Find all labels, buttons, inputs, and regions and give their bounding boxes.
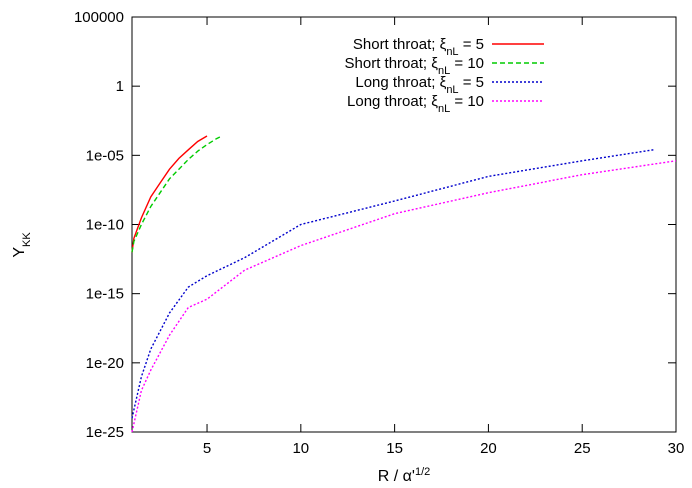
series-line-3 (131, 149, 654, 419)
y-axis-label-sub: KK (21, 232, 33, 247)
y-axis-label: YKK (11, 232, 33, 258)
x-tick-label: 25 (574, 440, 591, 457)
y-axis-label-main: Y (11, 247, 28, 258)
legend-label-sub: nL (438, 65, 450, 77)
y-tick-label: 1e-10 (86, 217, 124, 234)
legend-label-value: = 10 (450, 55, 484, 72)
x-tick-label: 10 (292, 440, 309, 457)
y-tick-label: 1e-05 (86, 147, 124, 164)
legend-label-2: Short throat; ξnL = 10 (345, 55, 484, 77)
y-tick-label: 1e-20 (86, 355, 124, 372)
series-line-2 (131, 135, 223, 253)
x-axis-label-sup: 1/2 (415, 466, 430, 478)
legend-label-value: = 10 (450, 93, 484, 110)
y-tick-label: 1 (116, 78, 124, 95)
legend-label-text: Short throat; ξ (345, 55, 439, 72)
legend-label-3: Long throat; ξnL = 5 (355, 74, 484, 96)
legend-label-sub: nL (446, 84, 458, 96)
y-tick-label: 1e-25 (86, 424, 124, 441)
x-tick-label: 20 (480, 440, 497, 457)
x-tick-label: 15 (386, 440, 403, 457)
series-line-1 (131, 135, 208, 253)
x-axis-label-main: R / α' (378, 468, 415, 485)
legend-label-text: Short throat; ξ (353, 36, 447, 53)
series-lines (131, 135, 677, 433)
legend-label-value: = 5 (459, 36, 484, 53)
legend-label-text: Long throat; ξ (355, 74, 446, 91)
legend-label-text: Long throat; ξ (347, 93, 438, 110)
y-tick-label: 1e-15 (86, 286, 124, 303)
axis-ticks: 1e-25 1e-20 1e-15 1e-10 1e-05 1 100000 5 10 15 20 2… (74, 9, 684, 457)
legend-label-sub: nL (446, 46, 458, 58)
x-tick-label: 5 (203, 440, 211, 457)
legend-label-4: Long throat; ξnL = 10 (347, 93, 484, 115)
x-axis-label: R / α'1/2 (378, 466, 431, 485)
legend-label-value: = 5 (459, 74, 484, 91)
x-tick-label: 30 (668, 440, 685, 457)
legend-label-sub: nL (438, 103, 450, 115)
legend-label-1: Short throat; ξnL = 5 (353, 36, 484, 58)
series-line-4 (131, 160, 677, 433)
y-tick-label: 100000 (74, 9, 124, 26)
